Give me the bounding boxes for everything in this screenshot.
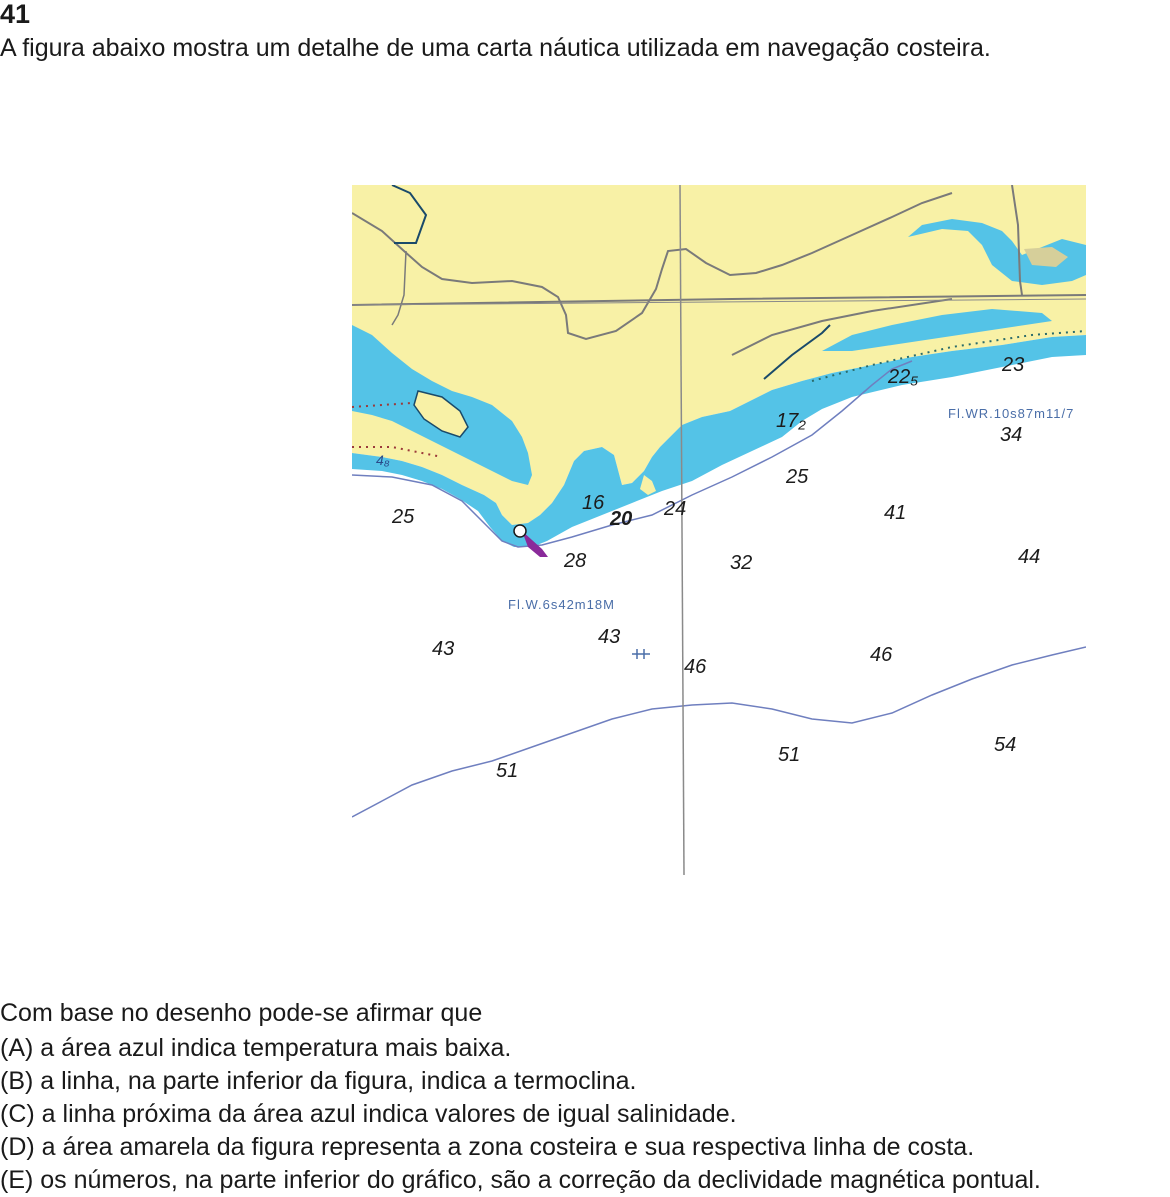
road-3 xyxy=(1011,185,1023,296)
option-a[interactable]: (A) a área azul indica temperatura mais … xyxy=(0,1032,1041,1065)
road-6 xyxy=(763,324,831,380)
contour-shallow xyxy=(352,360,913,548)
wreck-icon xyxy=(632,649,650,659)
question-number: 41 xyxy=(0,0,31,29)
option-text: a linha próxima da área azul indica valo… xyxy=(34,1100,737,1128)
option-text: a área azul indica temperatura mais baix… xyxy=(33,1034,512,1062)
road-5 xyxy=(391,185,428,244)
depth-28: 28 xyxy=(563,550,586,572)
option-letter: (C) xyxy=(0,1100,35,1128)
depth-23: 23 xyxy=(1001,354,1024,376)
inlet-islet xyxy=(640,475,656,495)
east-lagoon-upper xyxy=(908,219,1086,285)
option-text: os números, na parte inferior do gráfico… xyxy=(33,1166,1041,1194)
depth-32: 32 xyxy=(730,552,752,574)
option-c[interactable]: (C) a linha próxima da área azul indica … xyxy=(0,1098,1041,1131)
depth-44: 44 xyxy=(1018,546,1040,568)
depth-22-5: 22₅ xyxy=(887,366,918,388)
depth-20: 20 xyxy=(609,508,632,530)
option-letter: (A) xyxy=(0,1034,34,1062)
depth-25-west: 25 xyxy=(391,506,415,528)
depth-16: 16 xyxy=(582,492,605,514)
nautical-chart-svg: Fl.WR.10s87m11/7 Fl.W.6s42m18M 4₈ 25 16 … xyxy=(352,185,1086,875)
lighthouse-icon xyxy=(513,524,527,538)
depth-43-center: 43 xyxy=(598,626,620,648)
depth-51-center: 51 xyxy=(778,744,800,766)
option-text: a linha, na parte inferior da figura, in… xyxy=(33,1067,637,1095)
nautical-chart: Fl.WR.10s87m11/7 Fl.W.6s42m18M 4₈ 25 16 … xyxy=(352,185,1086,875)
question-stem: Com base no desenho pode-se afirmar que xyxy=(0,999,483,1027)
depth-51-west: 51 xyxy=(496,760,518,782)
road-2 xyxy=(352,294,1086,306)
light-label-east: Fl.WR.10s87m11/7 xyxy=(948,406,1074,421)
option-text: a área amarela da figura representa a zo… xyxy=(34,1133,975,1161)
land-area xyxy=(352,185,1086,525)
road-4 xyxy=(731,298,953,356)
option-letter: (E) xyxy=(0,1166,34,1194)
lighthouse-flare xyxy=(522,531,548,557)
contour-deep xyxy=(352,646,1086,818)
meridian-line xyxy=(679,185,685,875)
option-b[interactable]: (B) a linha, na parte inferior da figura… xyxy=(0,1065,1041,1098)
shallow-water-area xyxy=(352,335,1086,547)
option-letter: (B) xyxy=(0,1067,34,1095)
depth-41: 41 xyxy=(884,502,906,524)
option-d[interactable]: (D) a área amarela da figura representa … xyxy=(0,1131,1041,1164)
question-intro: A figura abaixo mostra um detalhe de uma… xyxy=(0,34,991,62)
parallel-line xyxy=(352,298,1086,306)
coast-dots-west xyxy=(352,402,443,458)
light-label-south: Fl.W.6s42m18M xyxy=(508,597,615,612)
depth-34: 34 xyxy=(1000,424,1022,446)
depth-17-2: 17₂ xyxy=(776,410,806,432)
east-lagoon-lower xyxy=(822,309,1052,351)
answer-options: (A) a área azul indica temperatura mais … xyxy=(0,1032,1041,1197)
depth-25-east: 25 xyxy=(785,466,809,488)
depth-46-center: 46 xyxy=(684,656,707,678)
road-1 xyxy=(352,192,953,341)
depth-54: 54 xyxy=(994,734,1016,756)
option-e[interactable]: (E) os números, na parte inferior do grá… xyxy=(0,1164,1041,1197)
west-island xyxy=(413,390,469,438)
depth-43-west: 43 xyxy=(432,638,454,660)
depth-24: 24 xyxy=(663,498,686,520)
depth-46-east: 46 xyxy=(870,644,893,666)
depth-4-8: 4₈ xyxy=(376,452,390,468)
east-island xyxy=(1024,247,1068,267)
option-letter: (D) xyxy=(0,1133,35,1161)
